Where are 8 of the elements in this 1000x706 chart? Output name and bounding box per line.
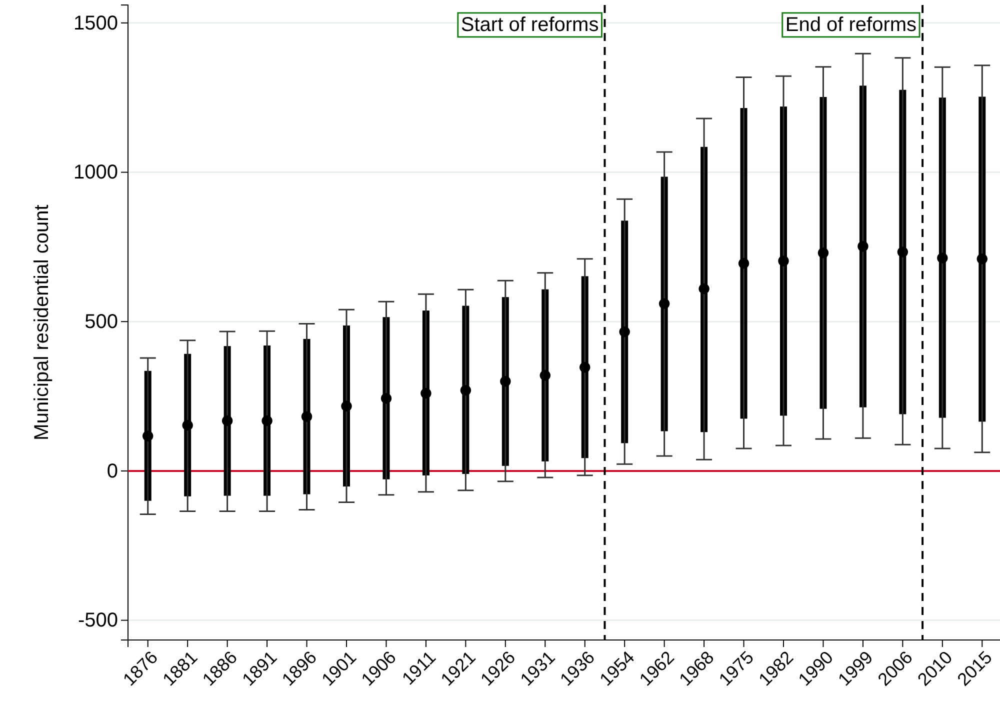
- y-tick-label: 1500: [74, 12, 118, 34]
- y-axis-title: Municipal residential count: [31, 204, 53, 440]
- y-tick-label: 500: [84, 311, 118, 334]
- y-tick-label: -500: [78, 610, 118, 632]
- y-tick-label: 0: [106, 460, 118, 482]
- annotation: Start of reforms: [460, 14, 599, 36]
- annotation: End of reforms: [785, 14, 917, 36]
- y-tick-label: 1000: [74, 162, 118, 184]
